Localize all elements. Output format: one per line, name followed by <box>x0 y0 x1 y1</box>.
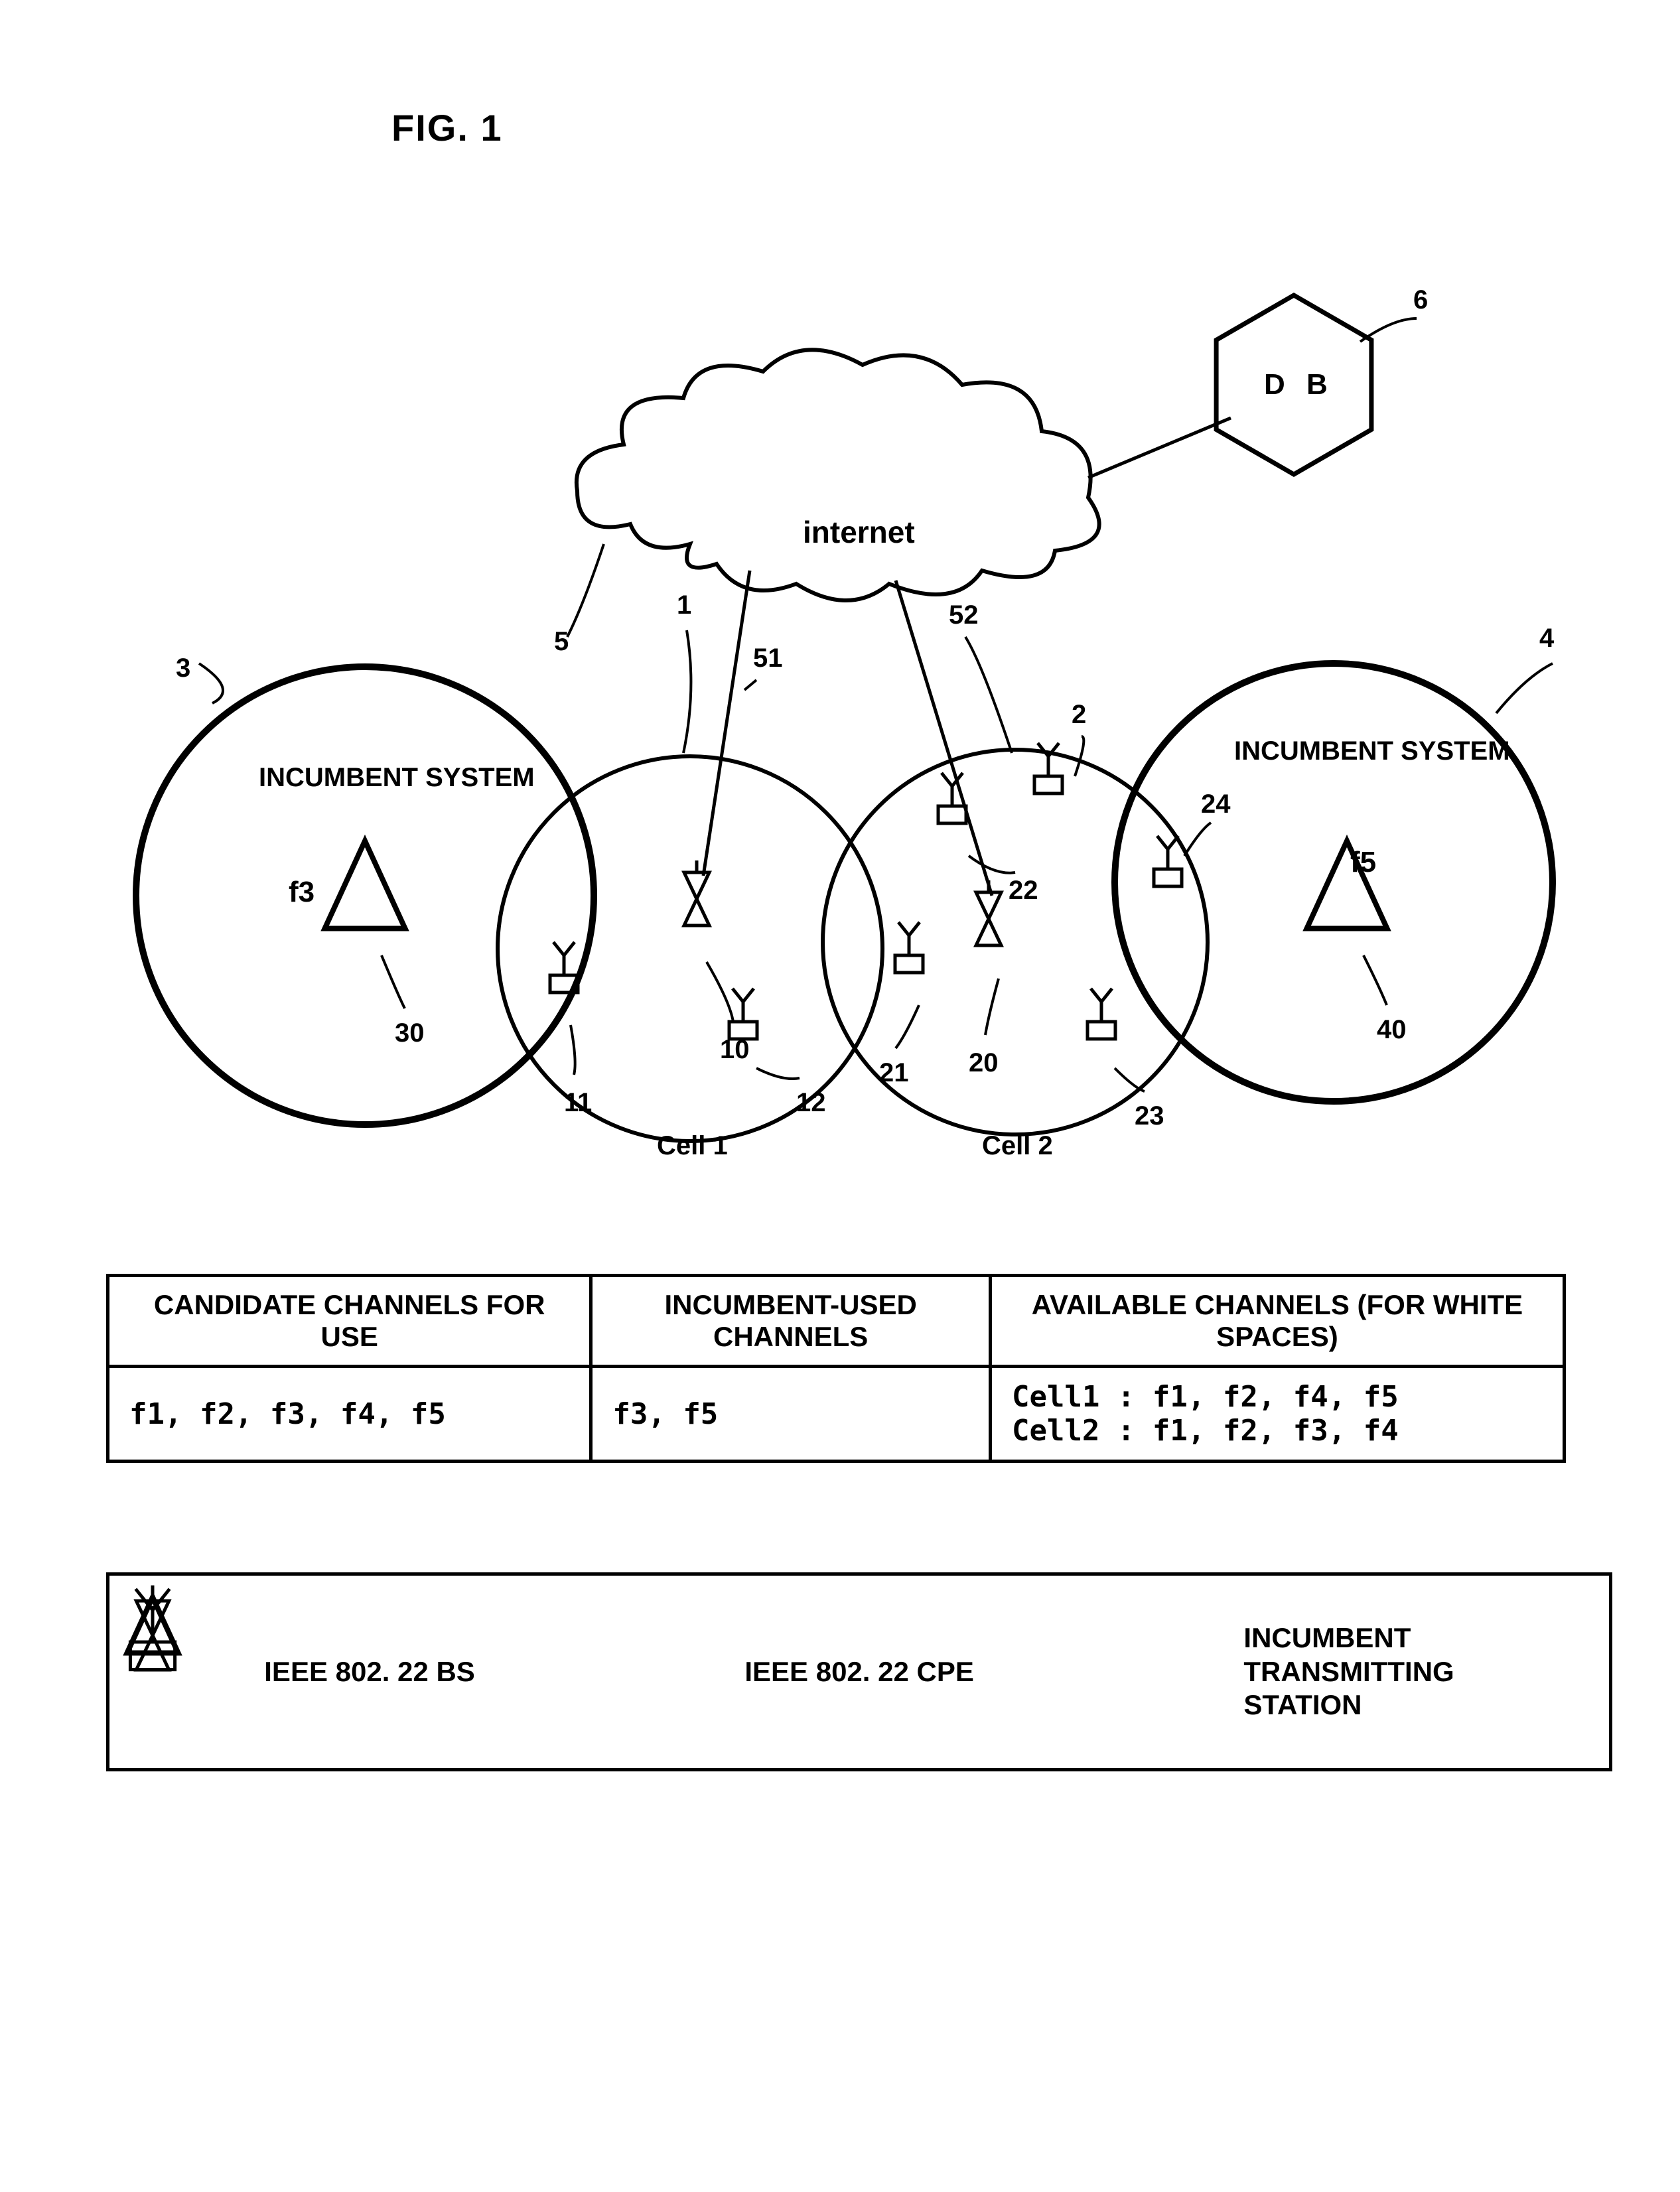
bs-icon <box>976 880 1001 945</box>
circle-label: Cell 2 <box>982 1131 1053 1161</box>
freq-label: f5 <box>1350 846 1376 879</box>
diagram-svg <box>27 27 1653 2165</box>
table-header: CANDIDATE CHANNELS FOR USE <box>108 1276 591 1367</box>
table-cell: f3, f5 <box>591 1367 991 1462</box>
callout-number: 2 <box>1072 700 1086 730</box>
legend: IEEE 802. 22 BS IEEE 802. 22 CPE INCUMBENT… <box>106 1572 1612 1771</box>
cpe-icon <box>895 922 923 973</box>
callout-number: 6 <box>1413 285 1428 315</box>
figure-title: FIG. 1 <box>391 106 503 149</box>
callout-number: 51 <box>753 644 783 673</box>
db-label: D B <box>1264 368 1334 401</box>
callout-number: 23 <box>1135 1101 1164 1131</box>
legend-label: INCUMBENT TRANSMITTING STATION <box>1243 1621 1454 1722</box>
callout-number: 52 <box>949 600 979 630</box>
freq-label: f3 <box>289 876 315 909</box>
cpe-icon <box>729 989 757 1039</box>
callout-number: 10 <box>720 1035 750 1065</box>
cpe-icon <box>1087 989 1115 1039</box>
callout-number: 40 <box>1377 1015 1407 1045</box>
table-header: INCUMBENT-USED CHANNELS <box>591 1276 991 1367</box>
circle-label: INCUMBENT SYSTEM <box>1234 736 1510 766</box>
internet-cloud <box>577 350 1099 600</box>
table-cell: Cell1 : f1, f2, f4, f5 Cell2 : f1, f2, f… <box>990 1367 1564 1462</box>
incumbent-station-icon <box>325 841 405 929</box>
legend-item: IEEE 802. 22 BS <box>264 1655 475 1688</box>
callout-number: 5 <box>554 627 569 657</box>
internet-label: internet <box>803 514 915 550</box>
legend-label: IEEE 802. 22 BS <box>264 1655 475 1688</box>
cell-circle-incumbent_left <box>136 667 594 1125</box>
inc-icon <box>127 1598 178 1653</box>
callout-number: 1 <box>677 590 691 620</box>
callout-number: 20 <box>969 1048 999 1078</box>
callout-number: 12 <box>796 1088 826 1118</box>
callout-number: 11 <box>564 1088 592 1118</box>
legend-label: IEEE 802. 22 CPE <box>744 1655 974 1688</box>
callout-number: 4 <box>1539 624 1554 653</box>
circle-label: Cell 1 <box>657 1131 728 1161</box>
circle-label: INCUMBENT SYSTEM <box>259 763 535 793</box>
callout-number: 21 <box>879 1058 909 1088</box>
backhaul-line <box>703 571 750 876</box>
callout-number: 30 <box>395 1018 425 1048</box>
callout-number: 22 <box>1009 876 1038 906</box>
channels-table: CANDIDATE CHANNELS FOR USEINCUMBENT-USED… <box>106 1274 1566 1463</box>
callout-number: 3 <box>176 653 190 683</box>
callout-number: 24 <box>1201 789 1231 819</box>
table-header: AVAILABLE CHANNELS (FOR WHITE SPACES) <box>990 1276 1564 1367</box>
legend-item: INCUMBENT TRANSMITTING STATION <box>1243 1621 1454 1722</box>
cpe-icon <box>1154 836 1182 886</box>
legend-item: IEEE 802. 22 CPE <box>744 1655 974 1688</box>
table-cell: f1, f2, f3, f4, f5 <box>108 1367 591 1462</box>
